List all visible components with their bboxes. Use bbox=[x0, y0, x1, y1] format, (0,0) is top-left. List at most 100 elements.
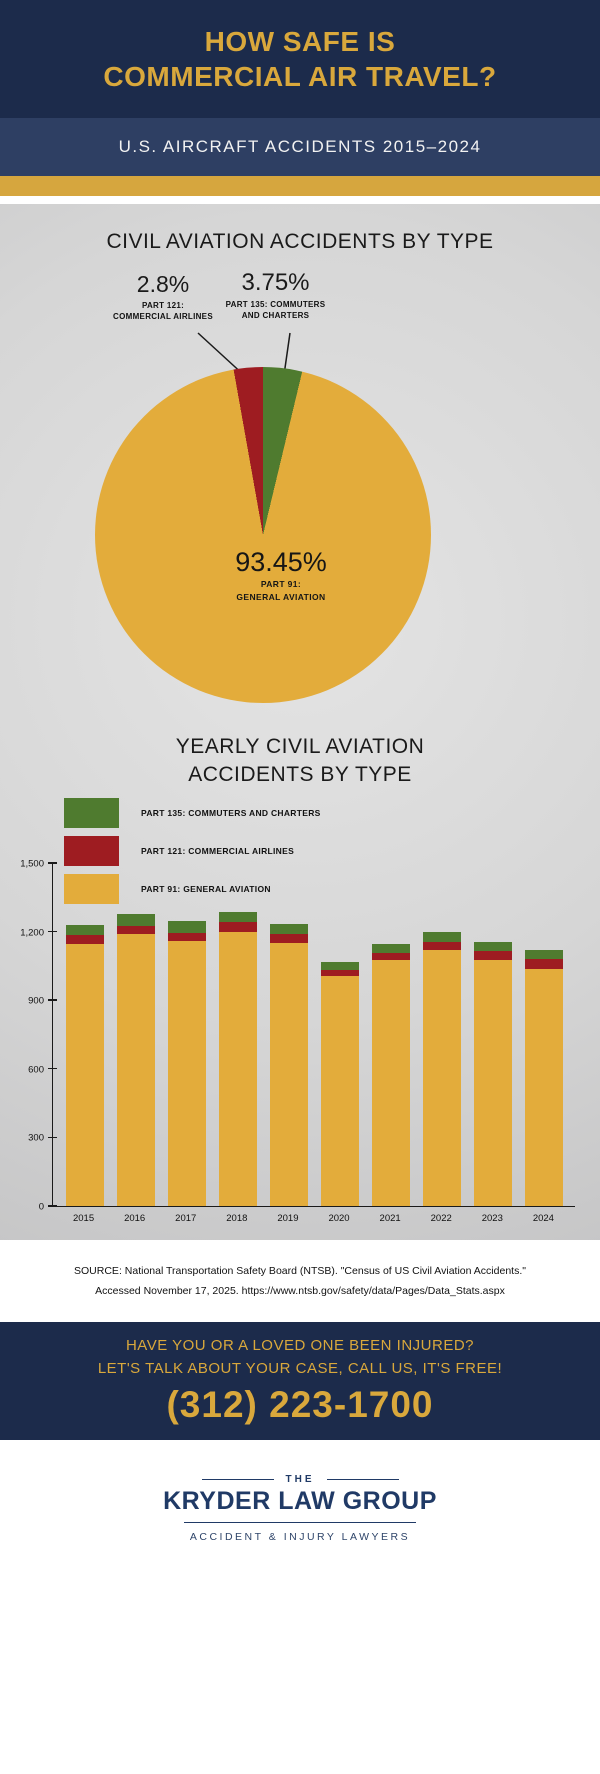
bar-segment bbox=[167, 932, 206, 941]
logo-firm-name: KRYDER LAW GROUP bbox=[163, 1486, 437, 1515]
part121-percent: 2.8% bbox=[136, 271, 190, 298]
legend-label: PART 135: COMMUTERS AND CHARTERS bbox=[141, 807, 321, 818]
bar-segment bbox=[65, 934, 104, 945]
legend-row: PART 135: COMMUTERS AND CHARTERS bbox=[64, 797, 600, 828]
main-title: HOW SAFE IS COMMERCIAL AIR TRAVEL? bbox=[103, 24, 496, 94]
bar-segment bbox=[65, 924, 104, 935]
white-divider bbox=[0, 196, 600, 204]
bar-2023 bbox=[473, 941, 512, 1206]
part91-name: PART 91: GENERAL AVIATION bbox=[236, 579, 326, 602]
gold-stripe-divider bbox=[0, 176, 600, 196]
bar-2015 bbox=[65, 924, 104, 1206]
pie-chart-title: CIVIL AVIATION ACCIDENTS BY TYPE bbox=[106, 230, 494, 253]
pie-label-part135: 3.75% PART 135: COMMUTERS AND CHARTERS bbox=[198, 269, 353, 321]
bars bbox=[53, 864, 575, 1206]
bar-segment bbox=[422, 931, 461, 942]
bar-segment bbox=[320, 962, 359, 971]
bar-segment bbox=[524, 969, 563, 1206]
logo-rule-right bbox=[326, 1478, 399, 1481]
bar-segment bbox=[218, 912, 257, 923]
y-tick-mark bbox=[48, 1205, 57, 1207]
x-label-2020: 2020 bbox=[328, 1212, 350, 1224]
plot-area bbox=[48, 862, 575, 1207]
cta-line2: LET'S TALK ABOUT YOUR CASE, CALL US, IT'… bbox=[97, 1359, 503, 1377]
cta-banner: HAVE YOU OR A LOVED ONE BEEN INJURED? LE… bbox=[0, 1321, 600, 1440]
x-label-2019: 2019 bbox=[277, 1212, 299, 1224]
y-tick-mark bbox=[48, 862, 57, 864]
y-tick-mark bbox=[48, 1136, 57, 1139]
bar-chart: 0 300 600 900 1,200 1,500 2015 2016 2017 2018 201… bbox=[12, 858, 575, 1224]
subtitle-band: U.S. AIRCRAFT ACCIDENTS 2015–2024 bbox=[0, 118, 600, 176]
bar-2022 bbox=[422, 931, 461, 1206]
logo-divider bbox=[184, 1521, 416, 1524]
bar-segment bbox=[269, 923, 308, 934]
bar-2024 bbox=[524, 949, 563, 1206]
main-title-line2: COMMERCIAL AIR TRAVEL? bbox=[103, 61, 497, 92]
header: HOW SAFE IS COMMERCIAL AIR TRAVEL? bbox=[0, 0, 600, 118]
bar-segment bbox=[524, 958, 563, 970]
bar-segment bbox=[116, 914, 155, 926]
bar-chart-title: YEARLY CIVIL AVIATION ACCIDENTS BY TYPE bbox=[0, 733, 600, 788]
source-line2: Accessed November 17, 2025. https://www.… bbox=[95, 1284, 505, 1297]
x-label-2018: 2018 bbox=[226, 1212, 248, 1224]
bar-chart-title-line1: YEARLY CIVIL AVIATION bbox=[175, 735, 425, 759]
bar-segment bbox=[116, 925, 155, 934]
source-note: SOURCE: National Transportation Safety B… bbox=[0, 1239, 600, 1322]
source-line1: SOURCE: National Transportation Safety B… bbox=[74, 1264, 526, 1277]
y-tick-mark bbox=[48, 999, 57, 1001]
y-tick-label: 0 bbox=[38, 1201, 44, 1213]
y-tick-mark bbox=[48, 1067, 57, 1070]
legend-swatch bbox=[64, 835, 119, 866]
part135-name: PART 135: COMMUTERS AND CHARTERS bbox=[225, 300, 326, 321]
bar-segment bbox=[269, 942, 308, 1206]
logo-section: THE KRYDER LAW GROUP ACCIDENT & INJURY L… bbox=[0, 1439, 600, 1774]
y-tick-label: 1,200 bbox=[20, 927, 44, 938]
bar-segment bbox=[473, 950, 512, 961]
y-tick-mark bbox=[48, 930, 57, 933]
part121-name: PART 121: COMMERCIAL AIRLINES bbox=[113, 301, 213, 322]
x-axis-labels: 2015 2016 2017 2018 2019 2020 2021 2022 2023 2024 bbox=[52, 1213, 575, 1224]
logo-tagline: ACCIDENT & INJURY LAWYERS bbox=[189, 1531, 411, 1544]
y-tick-label: 1,500 bbox=[20, 858, 44, 870]
x-label-2016: 2016 bbox=[124, 1212, 146, 1224]
pie-label-part121: 2.8% PART 121: COMMERCIAL AIRLINES bbox=[88, 271, 238, 322]
bar-segment bbox=[371, 953, 410, 961]
pie-chart: 2.8% PART 121: COMMERCIAL AIRLINES 3.75%… bbox=[0, 269, 600, 707]
x-label-2022: 2022 bbox=[430, 1212, 452, 1224]
legend-row: PART 121: COMMERCIAL AIRLINES bbox=[64, 835, 600, 866]
cta-line1: HAVE YOU OR A LOVED ONE BEEN INJURED? bbox=[125, 1337, 475, 1355]
x-label-2024: 2024 bbox=[532, 1212, 554, 1224]
bar-2020 bbox=[320, 962, 359, 1206]
bar-segment bbox=[524, 949, 563, 959]
logo-rule-left bbox=[201, 1478, 274, 1481]
bar-segment bbox=[371, 960, 410, 1206]
main-title-line1: HOW SAFE IS bbox=[204, 26, 396, 57]
legend-label: PART 91: GENERAL AVIATION bbox=[141, 883, 271, 894]
y-tick-label: 600 bbox=[28, 1064, 44, 1076]
bar-chart-inner: 0 300 600 900 1,200 1,500 bbox=[12, 858, 575, 1212]
y-axis: 0 300 600 900 1,200 1,500 bbox=[12, 858, 52, 1212]
bar-chart-legend: PART 135: COMMUTERS AND CHARTERS PART 121… bbox=[64, 797, 600, 904]
bar-chart-title-line2: ACCIDENTS BY TYPE bbox=[188, 762, 412, 786]
part135-percent: 3.75% bbox=[241, 269, 310, 297]
bar-segment bbox=[320, 976, 359, 1206]
logo-the-row: THE bbox=[201, 1473, 399, 1485]
x-label-2021: 2021 bbox=[379, 1212, 401, 1224]
bar-segment bbox=[473, 960, 512, 1206]
bar-segment bbox=[473, 941, 512, 951]
part91-percent: 93.45% bbox=[235, 547, 327, 578]
bar-segment bbox=[116, 933, 155, 1206]
bar-2017 bbox=[167, 921, 206, 1206]
x-label-2017: 2017 bbox=[175, 1212, 197, 1224]
pie-label-part91: 93.45% PART 91: GENERAL AVIATION bbox=[171, 547, 391, 604]
legend-row: PART 91: GENERAL AVIATION bbox=[64, 873, 600, 904]
logo-the: THE bbox=[285, 1473, 315, 1485]
bar-segment bbox=[167, 940, 206, 1206]
bar-2021 bbox=[371, 944, 410, 1206]
x-label-2023: 2023 bbox=[481, 1212, 503, 1224]
x-label-2015: 2015 bbox=[72, 1212, 95, 1224]
bar-segment bbox=[218, 931, 257, 1206]
y-tick-label: 900 bbox=[28, 995, 44, 1007]
bar-segment bbox=[218, 922, 257, 932]
